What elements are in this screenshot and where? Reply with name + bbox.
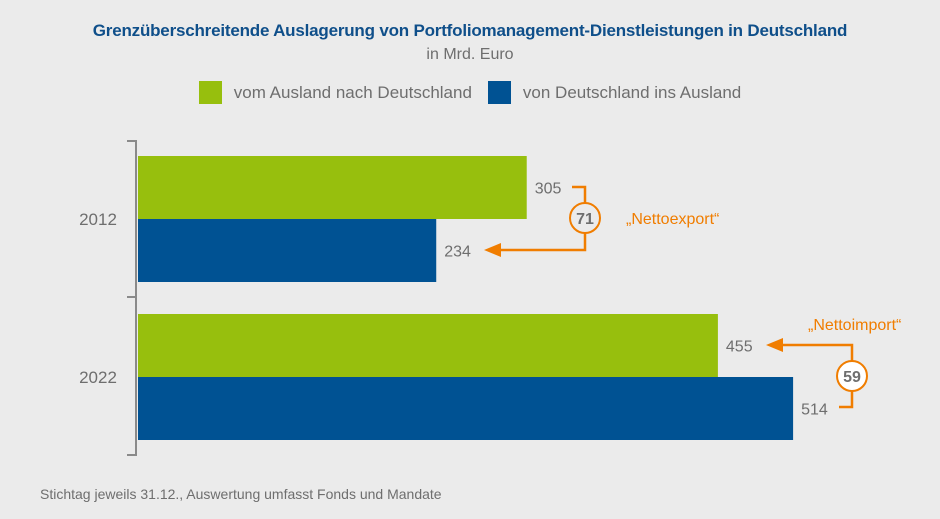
legend-label-inbound: vom Ausland nach Deutschland [233, 82, 472, 102]
connector-2022-bottom [839, 391, 854, 409]
net-value-2012: 71 [576, 211, 594, 228]
net-label-2022: „Nettoimport“ [808, 317, 901, 334]
footnote: Stichtag jeweils 31.12., Auswertung umfa… [40, 486, 442, 502]
legend-label-outbound: von Deutschland ins Ausland [522, 82, 742, 102]
legend: vom Ausland nach Deutschland von Deutsch… [0, 81, 940, 104]
value-label: 514 [801, 402, 828, 419]
net-label-2012: „Nettoexport“ [626, 211, 719, 228]
connector-2022-arrow [782, 343, 854, 361]
legend-item-inbound: vom Ausland nach Deutschland [198, 81, 472, 104]
bar-2012-inbound [138, 156, 527, 219]
arrowhead-icon [484, 243, 501, 257]
category-label-2012: 2012 [79, 210, 117, 229]
arrowhead-icon [766, 338, 783, 352]
net-circle-2012 [569, 202, 601, 234]
legend-swatch-outbound [487, 81, 511, 104]
net-value-2022: 59 [843, 369, 861, 386]
net-circle-2022 [836, 360, 868, 392]
chart-title: Grenzüberschreitende Auslagerung von Por… [92, 21, 848, 40]
bar-2012-outbound [138, 219, 437, 282]
value-label: 234 [444, 244, 471, 261]
legend-swatch-inbound [198, 81, 222, 104]
connector-2012-arrow [500, 233, 587, 252]
connector-2012-top [572, 185, 587, 203]
legend-item-outbound: von Deutschland ins Ausland [487, 81, 742, 104]
value-label: 455 [726, 339, 753, 356]
bar-2022-outbound [138, 377, 794, 440]
bar-2022-inbound [138, 314, 718, 377]
category-label-2022: 2022 [79, 368, 117, 387]
value-label: 305 [535, 181, 562, 198]
chart-subtitle: in Mrd. Euro [426, 46, 514, 63]
